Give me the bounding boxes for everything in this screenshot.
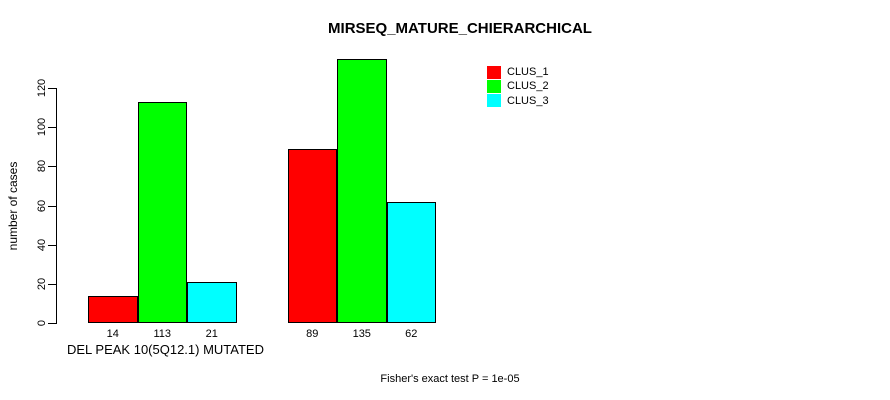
bar <box>337 58 387 323</box>
legend-label: CLUS_2 <box>507 80 549 93</box>
bar <box>386 201 436 323</box>
annotation-text: Fisher's exact test P = 1e-05 <box>380 373 520 385</box>
y-tick-label: 0 <box>36 319 48 327</box>
legend-row: CLUS_3 <box>487 94 549 108</box>
y-axis-line <box>56 88 57 324</box>
bar-value-label: 62 <box>405 328 418 340</box>
bar <box>88 295 138 323</box>
bar-value-label: 89 <box>306 328 319 340</box>
legend-swatch-icon <box>487 65 501 79</box>
y-tick-mark <box>48 205 56 207</box>
bar <box>187 281 237 323</box>
bar <box>287 148 337 323</box>
y-tick-mark <box>48 244 56 246</box>
bar-value-label: 113 <box>153 328 172 340</box>
y-tick-mark <box>48 166 56 168</box>
y-tick-label: 120 <box>36 78 48 98</box>
bar-value-label: 21 <box>205 328 218 340</box>
y-tick-mark <box>48 127 56 129</box>
y-tick-label: 100 <box>36 117 48 137</box>
y-tick-mark <box>48 323 56 324</box>
legend-row: CLUS_2 <box>487 79 549 93</box>
bar-value-label: 135 <box>352 328 371 340</box>
y-tick-mark <box>48 283 56 285</box>
chart-title: MIRSEQ_MATURE_CHIERARCHICAL <box>328 20 592 37</box>
legend-row: CLUS_1 <box>487 65 549 79</box>
legend-label: CLUS_3 <box>507 94 549 107</box>
legend-label: CLUS_1 <box>507 66 549 79</box>
y-tick-mark <box>48 88 56 89</box>
legend-swatch-icon <box>487 79 501 93</box>
y-tick-label: 60 <box>36 199 48 212</box>
y-tick-label: 20 <box>36 277 48 290</box>
y-tick-label: 80 <box>36 160 48 173</box>
legend-swatch-icon <box>487 94 501 108</box>
legend: CLUS_1 CLUS_2 CLUS_3 <box>487 65 549 108</box>
y-tick-label: 40 <box>36 238 48 251</box>
bar <box>137 101 187 323</box>
y-axis-label: number of cases <box>6 161 20 251</box>
bar-value-label: 14 <box>106 328 119 340</box>
x-category-label: DEL PEAK 10(5Q12.1) MUTATED <box>67 342 264 357</box>
